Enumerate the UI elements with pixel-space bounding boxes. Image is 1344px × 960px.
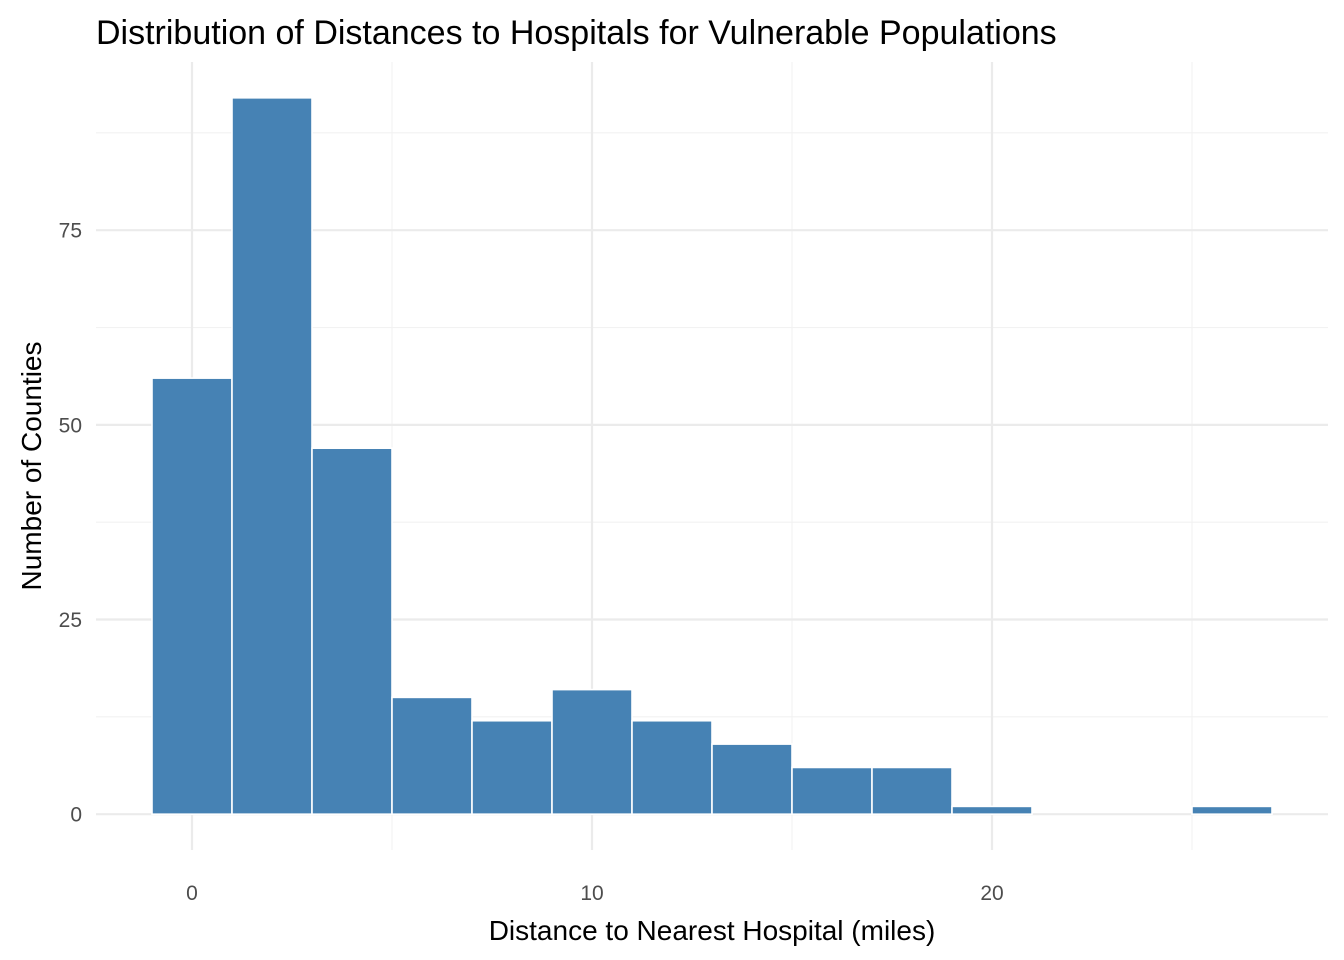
x-tick-label: 0: [186, 882, 198, 905]
histogram-bar: [791, 766, 873, 815]
x-axis-tick-labels: 0 10 20: [186, 882, 1004, 905]
y-tick-label: 0: [70, 804, 82, 827]
histogram-bar: [711, 743, 793, 815]
histogram-bar: [471, 719, 553, 815]
histogram-bar: [951, 805, 1033, 815]
y-tick-label: 75: [59, 220, 82, 243]
histogram-bar: [551, 688, 633, 815]
y-axis-title: Number of Counties: [16, 341, 47, 590]
histogram-bar: [1191, 805, 1273, 815]
y-axis-tick-labels: 0 25 50 75: [59, 220, 82, 827]
y-tick-label: 50: [59, 414, 82, 437]
histogram-bar: [871, 766, 953, 815]
x-tick-label: 10: [580, 882, 603, 905]
histogram-bar: [391, 696, 473, 815]
x-tick-label: 20: [980, 882, 1003, 905]
histogram-bar: [231, 97, 313, 815]
y-tick-label: 25: [59, 609, 82, 632]
histogram-bar: [631, 719, 713, 815]
chart-title: Distribution of Distances to Hospitals f…: [96, 14, 1057, 52]
histogram-bars: [151, 97, 1273, 815]
histogram-bar: [311, 447, 393, 815]
histogram-bar: [151, 377, 233, 815]
x-axis-title: Distance to Nearest Hospital (miles): [489, 915, 936, 946]
